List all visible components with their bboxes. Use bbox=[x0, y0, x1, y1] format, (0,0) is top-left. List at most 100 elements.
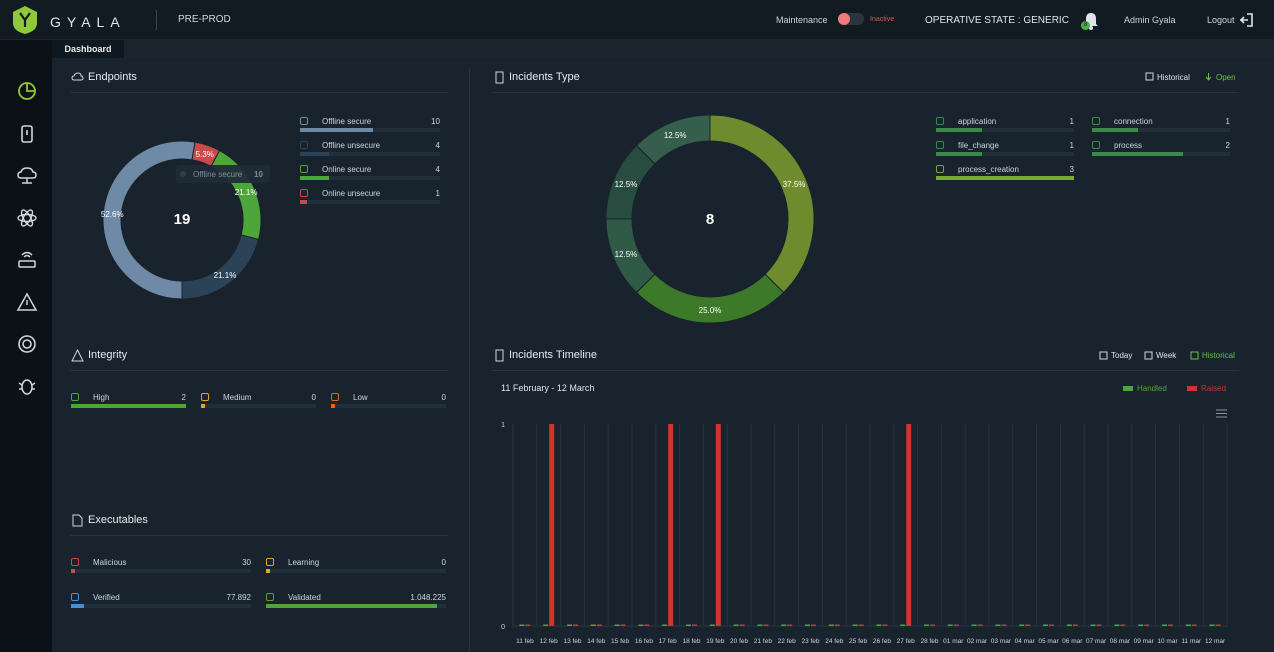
menu-icon[interactable] bbox=[1216, 409, 1227, 418]
handled-bar[interactable] bbox=[686, 624, 691, 627]
handled-bar[interactable] bbox=[1185, 624, 1191, 627]
raised-bar[interactable] bbox=[834, 624, 840, 627]
raised-bar[interactable] bbox=[1168, 624, 1173, 627]
raised-bar[interactable] bbox=[573, 624, 578, 627]
raised-bar[interactable] bbox=[620, 624, 626, 627]
raised-bar[interactable] bbox=[739, 624, 745, 627]
incidents-type-slice[interactable] bbox=[635, 273, 785, 324]
legend-item[interactable]: Malicious 30 bbox=[71, 558, 251, 574]
handled-bar[interactable] bbox=[781, 624, 787, 627]
handled-bar[interactable] bbox=[757, 624, 763, 627]
raised-bar[interactable] bbox=[1120, 624, 1126, 627]
handled-bar[interactable] bbox=[567, 624, 572, 627]
handled-bar[interactable] bbox=[1090, 624, 1096, 627]
raised-bar[interactable] bbox=[763, 624, 769, 627]
incidents-type-donut-chart[interactable]: 37.5% 25.0% 12.5% 12.5% 12.5% bbox=[604, 113, 816, 325]
target-icon[interactable] bbox=[16, 333, 38, 355]
handled-bar[interactable] bbox=[828, 624, 834, 627]
endpoints-slice[interactable] bbox=[181, 234, 260, 300]
endpoints-slice[interactable] bbox=[102, 140, 196, 300]
raised-bar[interactable] bbox=[549, 424, 555, 626]
legend-item[interactable]: Validated 1.048.225 bbox=[266, 593, 446, 609]
legend-item[interactable]: Medium 0 bbox=[201, 393, 316, 409]
legend-handled[interactable]: Handled bbox=[1137, 384, 1167, 393]
handled-bar[interactable] bbox=[543, 624, 549, 627]
raised-bar[interactable] bbox=[930, 624, 935, 627]
raised-bar[interactable] bbox=[1096, 624, 1102, 627]
handled-bar[interactable] bbox=[638, 624, 644, 627]
raised-bar[interactable] bbox=[668, 424, 674, 626]
legend-raised[interactable]: Raised bbox=[1201, 384, 1226, 393]
handled-bar[interactable] bbox=[614, 624, 620, 627]
legend-item[interactable]: Verified 77.892 bbox=[71, 593, 251, 609]
handled-bar[interactable] bbox=[519, 624, 525, 627]
bug-icon[interactable] bbox=[16, 375, 38, 397]
handled-bar[interactable] bbox=[852, 624, 858, 627]
legend-item[interactable]: process_creation 3 bbox=[936, 165, 1074, 181]
user-name[interactable]: Admin Gyala bbox=[1124, 15, 1176, 25]
maintenance-toggle[interactable] bbox=[838, 13, 864, 25]
raised-bar[interactable] bbox=[1049, 624, 1054, 627]
handled-bar[interactable] bbox=[805, 624, 810, 627]
handled-bar[interactable] bbox=[1162, 624, 1167, 627]
incidents-type-slice[interactable] bbox=[709, 114, 815, 294]
legend-item[interactable]: connection 1 bbox=[1092, 117, 1230, 133]
handled-bar[interactable] bbox=[900, 624, 906, 627]
handled-bar[interactable] bbox=[1138, 624, 1144, 627]
cloud-network-icon[interactable] bbox=[16, 165, 38, 187]
handled-bar[interactable] bbox=[662, 624, 668, 627]
raised-bar[interactable] bbox=[715, 424, 721, 626]
handled-bar[interactable] bbox=[971, 624, 977, 627]
raised-bar[interactable] bbox=[953, 624, 959, 627]
handled-bar[interactable] bbox=[947, 624, 953, 627]
raised-bar[interactable] bbox=[1001, 624, 1007, 627]
handled-bar[interactable] bbox=[733, 624, 739, 627]
legend-item[interactable]: process 2 bbox=[1092, 141, 1230, 157]
legend-item[interactable]: Online secure 4 bbox=[300, 165, 440, 181]
raised-bar[interactable] bbox=[882, 624, 888, 627]
legend-item[interactable]: file_change 1 bbox=[936, 141, 1074, 157]
handled-bar[interactable] bbox=[590, 624, 596, 627]
legend-item[interactable]: Learning 0 bbox=[266, 558, 446, 574]
historical-filter[interactable]: Historical bbox=[1157, 73, 1190, 82]
raised-bar[interactable] bbox=[1215, 624, 1221, 627]
incidents-type-slice[interactable] bbox=[635, 114, 711, 165]
legend-item[interactable]: High 2 bbox=[71, 393, 186, 409]
raised-bar[interactable] bbox=[811, 624, 816, 627]
device-icon[interactable] bbox=[16, 123, 38, 145]
raised-bar[interactable] bbox=[1025, 624, 1031, 627]
handled-bar[interactable] bbox=[876, 624, 882, 627]
tab-dashboard[interactable]: Dashboard bbox=[52, 40, 124, 58]
raised-bar[interactable] bbox=[977, 624, 983, 627]
handled-bar[interactable] bbox=[709, 624, 715, 627]
handled-bar[interactable] bbox=[924, 624, 929, 627]
handled-bar[interactable] bbox=[1066, 624, 1072, 627]
today-filter[interactable]: Today bbox=[1111, 351, 1133, 360]
legend-item[interactable]: Offline secure 10 bbox=[300, 117, 440, 133]
raised-bar[interactable] bbox=[1191, 624, 1197, 627]
legend-item[interactable]: application 1 bbox=[936, 117, 1074, 133]
handled-bar[interactable] bbox=[1019, 624, 1025, 627]
logout-link[interactable]: Logout bbox=[1207, 15, 1235, 25]
alert-icon[interactable] bbox=[16, 291, 38, 313]
dashboard-icon[interactable] bbox=[16, 80, 38, 102]
raised-bar[interactable] bbox=[906, 424, 912, 626]
raised-bar[interactable] bbox=[1144, 624, 1150, 627]
handled-bar[interactable] bbox=[995, 624, 1001, 627]
raised-bar[interactable] bbox=[1072, 624, 1078, 627]
legend-item[interactable]: Low 0 bbox=[331, 393, 446, 409]
handled-bar[interactable] bbox=[1114, 624, 1120, 627]
raised-bar[interactable] bbox=[692, 624, 697, 627]
raised-bar[interactable] bbox=[644, 624, 650, 627]
week-filter[interactable]: Week bbox=[1156, 351, 1177, 360]
legend-item[interactable]: Offline unsecure 4 bbox=[300, 141, 440, 157]
router-icon[interactable] bbox=[16, 249, 38, 271]
raised-bar[interactable] bbox=[525, 624, 531, 627]
legend-item[interactable]: Online unsecure 1 bbox=[300, 189, 440, 205]
handled-bar[interactable] bbox=[1043, 624, 1048, 627]
handled-bar[interactable] bbox=[1209, 624, 1215, 627]
logout-icon[interactable] bbox=[1238, 12, 1254, 28]
raised-bar[interactable] bbox=[596, 624, 602, 627]
open-filter[interactable]: Open bbox=[1216, 73, 1236, 82]
raised-bar[interactable] bbox=[787, 624, 793, 627]
